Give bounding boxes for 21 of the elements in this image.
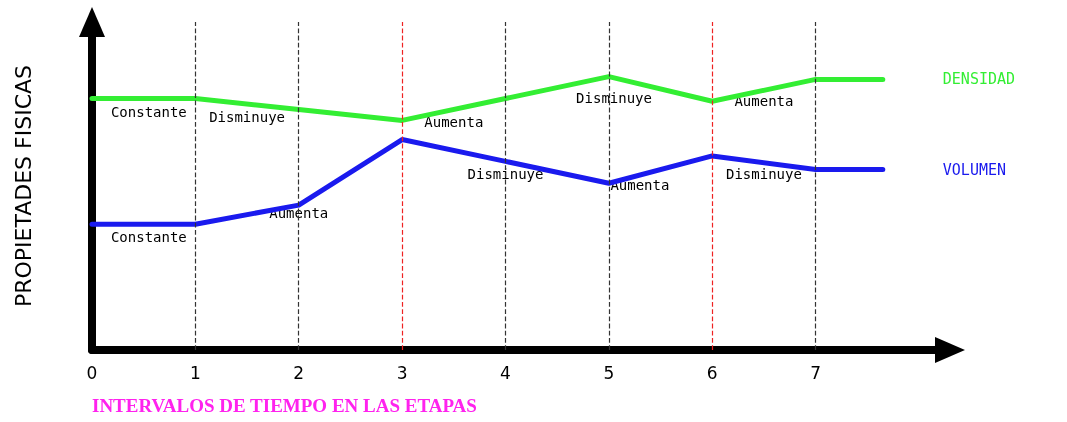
x-tick-label: 0 [86,362,98,383]
x-tick-label: 3 [396,362,408,383]
annotation: Constante [110,103,187,120]
text: DENSIDAD [942,70,1016,89]
x-axis-title: INTERVALOS DE TIEMPO EN LAS ETAPAS [92,395,477,416]
annotation: Disminuye [576,89,652,106]
annotation: Disminuye [209,109,285,125]
annotation: Disminuye [467,166,544,183]
x-tick-label: 2 [293,362,305,383]
y-axis-title: PROPIETADES FISICAS [10,64,36,308]
x-tick-label: 1 [189,362,201,383]
annotation: Aumenta [734,92,794,109]
x-tick-label: 4 [500,362,511,383]
annotation: Constante [110,229,187,246]
annotation: Aumenta [424,114,484,131]
x-tick-label: 7 [810,362,822,383]
text: VOLUMEN [942,160,1007,179]
annotation: Aumenta [610,177,670,194]
x-tick-label: 5 [603,362,615,383]
x-tick-label: 6 [706,362,718,383]
annotation: Disminuye [726,166,802,183]
